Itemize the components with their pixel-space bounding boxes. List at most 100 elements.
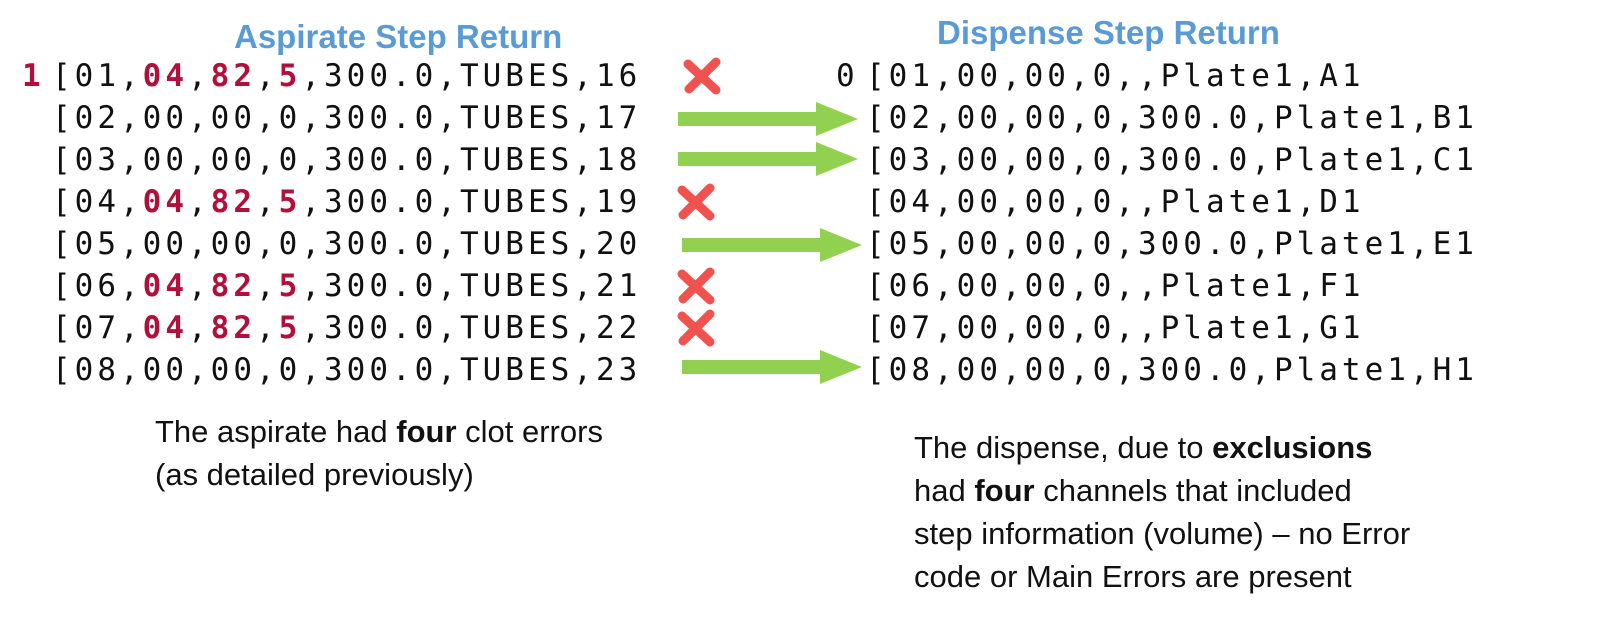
separator: , [187,142,211,178]
error-x-icon [683,57,721,95]
note-text: The aspirate had [155,414,397,449]
main-error: 82 [210,58,256,94]
slave-error: 0 [278,100,302,136]
separator: , [187,268,211,304]
step-info: [08,00,00,0,300.0,Plate1,H1 [866,352,1478,388]
main-error: 00 [210,100,256,136]
error-x-icon [677,309,715,347]
dispense-row: [06,00,00,0,,Plate1,F1 [866,266,1365,306]
error-code: 00 [142,352,188,388]
aspirate-row: [05,00,00,0,300.0,TUBES,20 [22,224,641,264]
main-error: 82 [210,268,256,304]
step-info: [01,00,00,0,,Plate1,A1 [866,58,1365,94]
separator: , [255,184,279,220]
slave-error: 0 [278,226,302,262]
error-code: 00 [142,226,188,262]
note-emphasis: exclusions [1212,430,1373,465]
channel-number: [05, [52,226,143,262]
step-info: ,300.0,TUBES,16 [301,58,642,94]
step-info: ,300.0,TUBES,20 [301,226,642,262]
dispense-row: [04,00,00,0,,Plate1,D1 [866,182,1365,222]
channel-number: [01, [52,58,143,94]
note-emphasis: four [396,414,457,449]
separator: , [255,58,279,94]
step-info: ,300.0,TUBES,19 [301,184,642,220]
error-x-icon [677,183,715,221]
error-x-icon [677,267,715,305]
aspirate-status-code: 1 [22,58,45,94]
step-info: ,300.0,TUBES,21 [301,268,642,304]
channel-number: [04, [52,184,143,220]
error-code: 04 [142,58,188,94]
green-arrow-icon [678,142,858,176]
slave-error: 5 [278,268,302,304]
dispense-status-code: 0 [836,58,859,94]
step-info: ,300.0,TUBES,23 [301,352,642,388]
green-arrow-icon [678,102,858,136]
dispense-row: [07,00,00,0,,Plate1,G1 [866,308,1365,348]
channel-number: [08, [52,352,143,388]
error-code: 00 [142,142,188,178]
step-info: [07,00,00,0,,Plate1,G1 [866,310,1365,346]
dispense-row: 0 [01,00,00,0,,Plate1,A1 [836,56,1365,96]
separator: , [187,352,211,388]
separator: , [255,352,279,388]
slave-error: 0 [278,142,302,178]
dispense-row: [08,00,00,0,300.0,Plate1,H1 [866,350,1478,390]
main-error: 00 [210,352,256,388]
separator: , [187,226,211,262]
aspirate-row: [02,00,00,0,300.0,TUBES,17 [22,98,641,138]
step-info: ,300.0,TUBES,17 [301,100,642,136]
note-text: The dispense, due to [914,430,1213,465]
note-emphasis: four [974,473,1035,508]
note-text: step information (volume) – no Error [914,516,1411,551]
channel-number: [02, [52,100,143,136]
dispense-note: The dispense, due to exclusions had four… [914,426,1410,598]
separator: , [187,310,211,346]
aspirate-row: [03,00,00,0,300.0,TUBES,18 [22,140,641,180]
note-text: channels that included [1034,473,1352,508]
aspirate-row: [04,04,82,5,300.0,TUBES,19 [22,182,641,222]
note-text: (as detailed previously) [155,457,474,492]
step-info: [03,00,00,0,300.0,Plate1,C1 [866,142,1478,178]
main-error: 82 [210,310,256,346]
step-info: ,300.0,TUBES,18 [301,142,642,178]
separator: , [187,100,211,136]
main-error: 82 [210,184,256,220]
aspirate-row: [08,00,00,0,300.0,TUBES,23 [22,350,641,390]
dispense-row: [05,00,00,0,300.0,Plate1,E1 [866,224,1478,264]
separator: , [255,310,279,346]
green-arrow-icon [682,228,862,262]
step-info: [02,00,00,0,300.0,Plate1,B1 [866,100,1478,136]
error-code: 00 [142,100,188,136]
dispense-row: [02,00,00,0,300.0,Plate1,B1 [866,98,1478,138]
green-arrow-icon [682,350,862,384]
step-info: [05,00,00,0,300.0,Plate1,E1 [866,226,1478,262]
slave-error: 5 [278,184,302,220]
note-text: had [914,473,975,508]
error-code: 04 [142,268,188,304]
dispense-row: [03,00,00,0,300.0,Plate1,C1 [866,140,1478,180]
step-info: [04,00,00,0,,Plate1,D1 [866,184,1365,220]
separator: , [255,268,279,304]
slave-error: 5 [278,58,302,94]
error-code: 04 [142,184,188,220]
step-info: [06,00,00,0,,Plate1,F1 [866,268,1365,304]
separator: , [255,142,279,178]
separator: , [255,226,279,262]
separator: , [187,184,211,220]
main-error: 00 [210,142,256,178]
channel-number: [06, [52,268,143,304]
step-info: ,300.0,TUBES,22 [301,310,642,346]
aspirate-row: 1 [01,04,82,5,300.0,TUBES,16 [22,56,641,96]
slave-error: 5 [278,310,302,346]
separator: , [187,58,211,94]
aspirate-note: The aspirate had four clot errors (as de… [155,410,603,496]
aspirate-heading: Aspirate Step Return [234,18,563,55]
dispense-heading: Dispense Step Return [937,14,1280,51]
main-error: 00 [210,226,256,262]
aspirate-row: [07,04,82,5,300.0,TUBES,22 [22,308,641,348]
note-text: code or Main Errors are present [914,559,1352,594]
aspirate-row: [06,04,82,5,300.0,TUBES,21 [22,266,641,306]
channel-number: [03, [52,142,143,178]
